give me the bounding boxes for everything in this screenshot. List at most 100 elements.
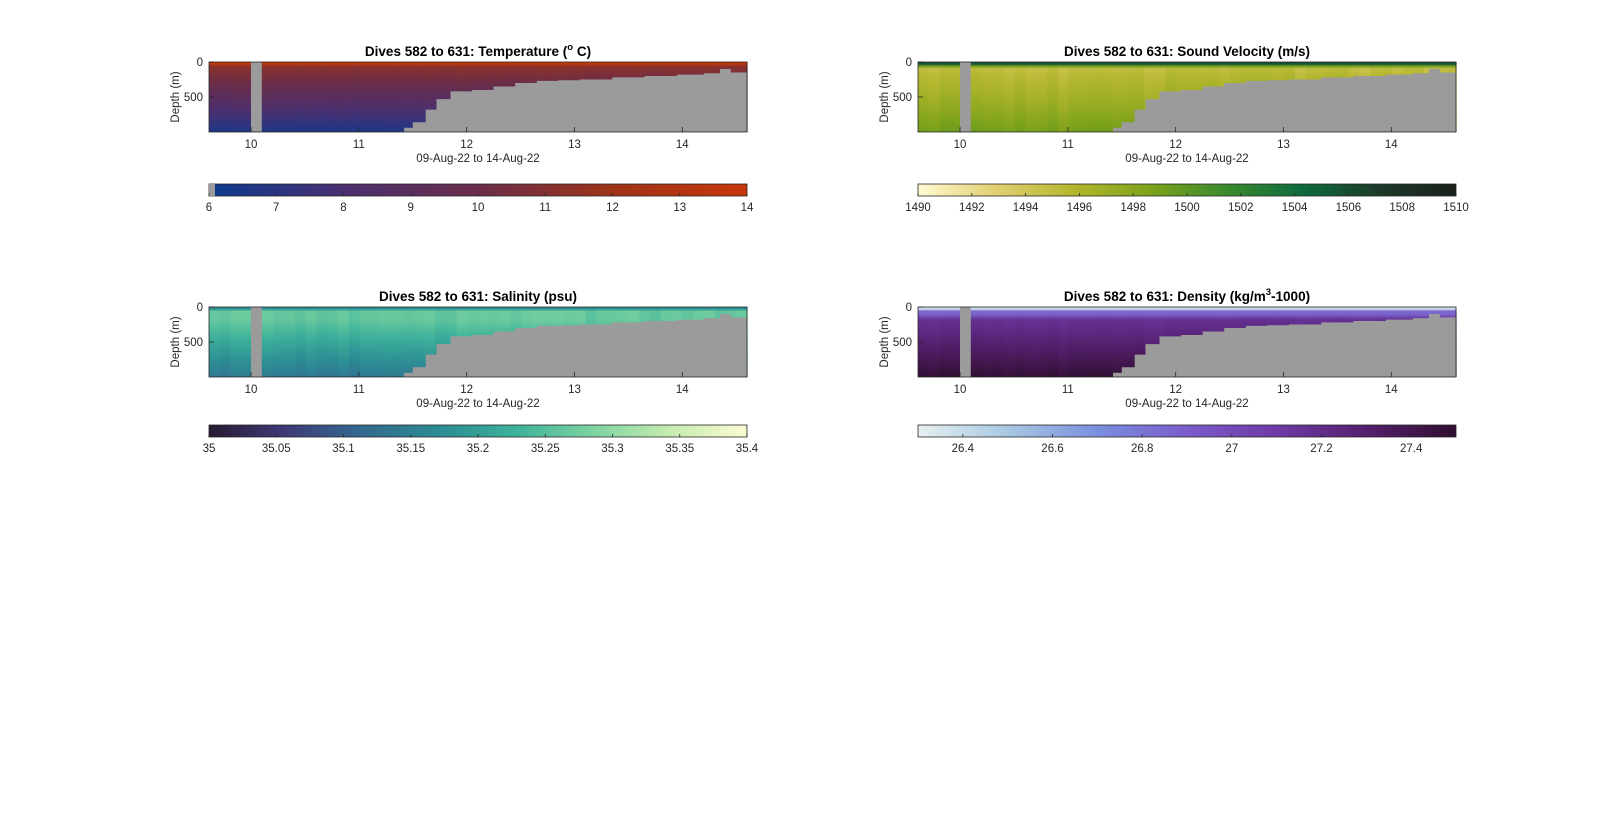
- heatmap-column: [982, 307, 994, 377]
- colorbar-tick-label: 35: [203, 443, 216, 455]
- colorbar-tick-label: 35.3: [601, 443, 623, 455]
- x-tick-label: 12: [1169, 384, 1182, 396]
- y-tick-label: 500: [184, 337, 203, 349]
- heatmap-column: [316, 307, 328, 377]
- y-axis-label: Depth (m): [879, 71, 891, 122]
- data-gap-column: [251, 307, 262, 377]
- data-gap-column: [960, 62, 971, 132]
- y-tick-label: 0: [906, 302, 912, 314]
- data-gap-column: [960, 307, 971, 377]
- colorbar-mask-swatch: [209, 184, 215, 196]
- y-tick-label: 0: [906, 57, 912, 69]
- heatmap-column: [434, 62, 447, 132]
- heatmap-column: [284, 307, 296, 377]
- heatmap-column: [1100, 307, 1113, 377]
- colorbar-tick-label: 27.2: [1310, 443, 1332, 455]
- heatmap-plot: [917, 61, 1457, 133]
- y-axis-ticks: 0 500: [893, 302, 912, 349]
- heatmap-column: [993, 62, 1005, 132]
- x-tick-label: 13: [1277, 139, 1290, 151]
- y-tick-label: 0: [197, 302, 203, 314]
- heatmap-column: [1036, 307, 1048, 377]
- x-axis-ticks: 10 11 12 13 14: [954, 384, 1399, 396]
- y-axis-ticks: 0 500: [893, 57, 912, 104]
- y-tick-label: 500: [184, 92, 203, 104]
- colorbar-tick-label: 27.4: [1400, 443, 1423, 455]
- colorbar-tick-label: 14: [741, 202, 754, 214]
- heatmap-column: [918, 307, 930, 377]
- x-tick-label: 11: [1062, 139, 1074, 151]
- heatmap-column: [1100, 62, 1113, 132]
- heatmap-column: [316, 62, 328, 132]
- seafloor-mask: [209, 314, 747, 377]
- y-axis-label: Depth (m): [170, 316, 182, 367]
- salinity-panel: Dives 582 to 631: Salinity (psu) 0 500 1…: [170, 289, 759, 455]
- heatmap-column: [359, 307, 371, 377]
- y-axis-ticks: 0 500: [184, 57, 203, 104]
- heatmap-column: [1143, 62, 1156, 132]
- heatmap-column: [950, 62, 962, 132]
- colorbar-tick-label: 35.2: [467, 443, 489, 455]
- panel-title: Dives 582 to 631: Density (kg/m3-1000): [1064, 287, 1310, 304]
- x-axis-label: 09-Aug-22 to 14-Aug-22: [1125, 398, 1248, 410]
- heatmap-column: [338, 307, 350, 377]
- x-tick-label: 10: [954, 384, 967, 396]
- y-tick-label: 500: [893, 337, 912, 349]
- heatmap-plot: [208, 61, 748, 133]
- heatmap-column: [402, 62, 415, 132]
- colorbar-tick-label: 12: [606, 202, 619, 214]
- colorbar-ticks: 35 35.05 35.1 35.15 35.2 35.25 35.3 35.3…: [203, 443, 759, 455]
- colorbar-tick-label: 35.35: [665, 443, 694, 455]
- heatmap-column: [219, 307, 232, 377]
- heatmap-column: [1122, 307, 1134, 377]
- heatmap-column: [1004, 307, 1016, 377]
- x-tick-label: 13: [568, 139, 581, 151]
- x-tick-label: 12: [460, 139, 473, 151]
- heatmap-column: [295, 62, 307, 132]
- heatmap-column: [971, 62, 984, 132]
- colorbar: [208, 183, 748, 197]
- heatmap-column: [359, 62, 371, 132]
- panel-title: Dives 582 to 631: Sound Velocity (m/s): [1064, 44, 1310, 59]
- heatmap-column: [1036, 62, 1048, 132]
- x-tick-label: 14: [1385, 139, 1398, 151]
- seafloor-mask: [209, 69, 747, 132]
- colorbar-tick-label: 35.25: [531, 443, 560, 455]
- heatmap-column: [327, 62, 339, 132]
- heatmap-column: [424, 62, 436, 132]
- colorbar-tick-label: 1506: [1336, 202, 1362, 214]
- heatmap-column: [348, 307, 361, 377]
- heatmap-column: [939, 62, 951, 132]
- heatmap-column: [993, 307, 1005, 377]
- x-tick-label: 14: [676, 384, 689, 396]
- heatmap-column: [950, 307, 962, 377]
- colorbar-tick-label: 1492: [959, 202, 985, 214]
- heatmap-column: [971, 307, 984, 377]
- heatmap-column: [1014, 307, 1027, 377]
- heatmap-column: [1079, 62, 1091, 132]
- y-axis-label: Depth (m): [879, 316, 891, 367]
- colorbar-tick-label: 8: [340, 202, 346, 214]
- heatmap-column: [424, 307, 436, 377]
- heatmap-column: [1111, 307, 1124, 377]
- heatmap-column: [348, 62, 361, 132]
- heatmap-column: [327, 307, 339, 377]
- colorbar-tick-label: 26.4: [952, 443, 975, 455]
- heatmap-column: [413, 307, 425, 377]
- heatmap-column: [1111, 62, 1124, 132]
- heatmap-column: [1122, 62, 1134, 132]
- y-axis-ticks: 0 500: [184, 302, 203, 349]
- temperature-panel: Dives 582 to 631: Temperature (o C) 0 50…: [170, 42, 754, 214]
- heatmap-column: [1004, 62, 1016, 132]
- colorbar: [917, 183, 1457, 197]
- heatmap-column: [381, 62, 393, 132]
- seafloor-mask: [918, 314, 1456, 377]
- heatmap-column: [1068, 62, 1080, 132]
- heatmap-column: [928, 62, 941, 132]
- colorbar-gradient: [917, 424, 1457, 438]
- x-tick-label: 13: [1277, 384, 1290, 396]
- colorbar-tick-label: 7: [273, 202, 279, 214]
- colorbar-tick-label: 35.05: [262, 443, 291, 455]
- x-axis-ticks: 10 11 12 13 14: [954, 139, 1399, 151]
- heatmap-column: [305, 62, 318, 132]
